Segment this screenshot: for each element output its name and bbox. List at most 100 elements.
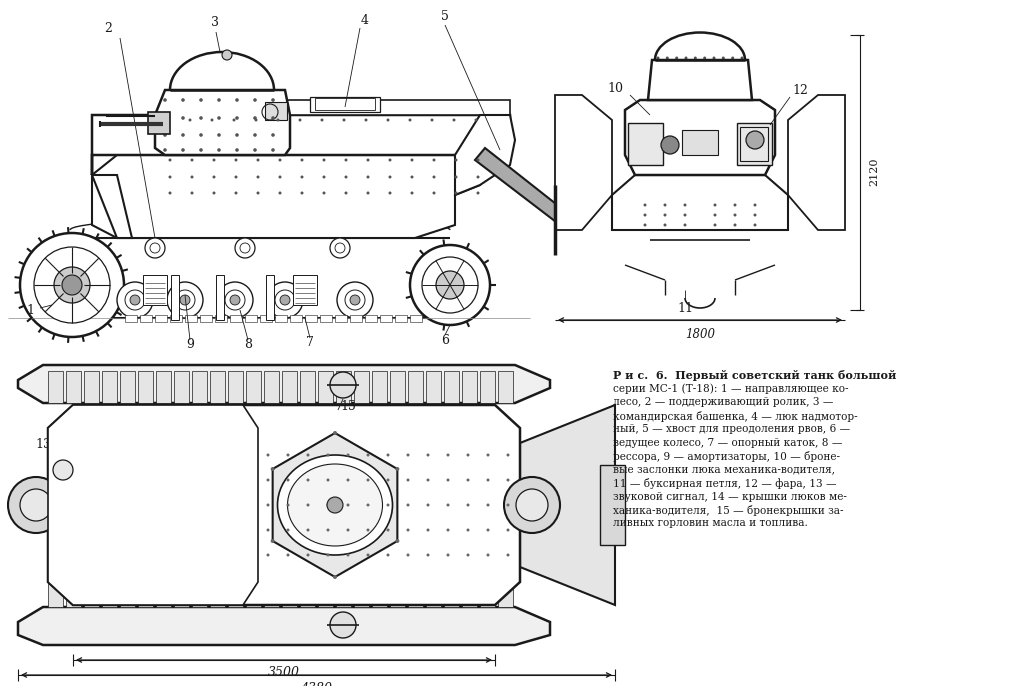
- Circle shape: [713, 56, 716, 60]
- Text: 1: 1: [26, 303, 34, 316]
- Circle shape: [200, 148, 203, 152]
- Circle shape: [705, 80, 708, 84]
- Circle shape: [432, 191, 435, 195]
- Text: 13: 13: [35, 438, 51, 451]
- Polygon shape: [18, 365, 550, 403]
- Circle shape: [300, 176, 303, 178]
- Bar: [216, 275, 224, 320]
- Circle shape: [721, 80, 724, 84]
- Bar: [210, 371, 225, 403]
- Circle shape: [217, 148, 221, 152]
- Circle shape: [683, 224, 686, 226]
- Bar: [275, 315, 287, 322]
- Circle shape: [643, 224, 646, 226]
- Circle shape: [163, 98, 167, 102]
- Circle shape: [643, 213, 646, 217]
- Polygon shape: [272, 433, 397, 577]
- Text: 10: 10: [607, 82, 623, 95]
- Circle shape: [266, 453, 269, 456]
- Text: ведущее колесо, 7 — опорный каток, 8 —: ведущее колесо, 7 — опорный каток, 8 —: [613, 438, 843, 447]
- Circle shape: [188, 119, 191, 121]
- Circle shape: [279, 158, 282, 161]
- Bar: [350, 315, 362, 322]
- Circle shape: [395, 467, 399, 471]
- Circle shape: [446, 554, 450, 556]
- Circle shape: [660, 91, 664, 95]
- Bar: [246, 371, 261, 403]
- Text: ханика-водителя,  15 — бронекрышки за-: ханика-водителя, 15 — бронекрышки за-: [613, 505, 844, 516]
- Circle shape: [346, 528, 349, 532]
- Circle shape: [279, 191, 282, 195]
- Bar: [174, 575, 189, 607]
- Circle shape: [330, 238, 350, 258]
- Circle shape: [446, 453, 450, 456]
- Circle shape: [365, 119, 368, 121]
- Circle shape: [446, 504, 450, 506]
- Bar: [215, 315, 227, 322]
- Text: 8: 8: [244, 338, 252, 351]
- Circle shape: [736, 91, 739, 95]
- Circle shape: [117, 282, 153, 318]
- Circle shape: [327, 504, 330, 506]
- Bar: [354, 575, 369, 607]
- Text: Р и с.  6.  Первый советский танк большой: Р и с. 6. Первый советский танк большой: [613, 370, 896, 381]
- Circle shape: [430, 119, 433, 121]
- Circle shape: [736, 80, 739, 84]
- Bar: [265, 102, 287, 120]
- Bar: [408, 371, 423, 403]
- Polygon shape: [475, 148, 570, 225]
- Bar: [462, 371, 477, 403]
- Circle shape: [299, 119, 301, 121]
- Bar: [426, 575, 441, 607]
- Text: звуковой сигнал, 14 — крышки люков ме-: звуковой сигнал, 14 — крышки люков ме-: [613, 491, 847, 501]
- Circle shape: [327, 554, 330, 556]
- Bar: [138, 371, 153, 403]
- Circle shape: [230, 295, 240, 305]
- Polygon shape: [648, 60, 752, 100]
- Circle shape: [211, 119, 213, 121]
- Circle shape: [350, 295, 360, 305]
- Circle shape: [427, 453, 429, 456]
- Circle shape: [213, 191, 215, 195]
- Circle shape: [271, 116, 274, 120]
- Bar: [300, 371, 315, 403]
- Bar: [266, 275, 274, 320]
- Circle shape: [306, 453, 309, 456]
- Circle shape: [34, 247, 110, 323]
- Circle shape: [232, 119, 236, 121]
- Bar: [156, 371, 171, 403]
- Bar: [319, 315, 332, 322]
- Text: рессора, 9 — амортизаторы, 10 — броне-: рессора, 9 — амортизаторы, 10 — броне-: [613, 451, 840, 462]
- Circle shape: [256, 158, 259, 161]
- Circle shape: [346, 504, 349, 506]
- Circle shape: [507, 554, 510, 556]
- Circle shape: [236, 98, 239, 102]
- Circle shape: [300, 191, 303, 195]
- Bar: [380, 315, 392, 322]
- Polygon shape: [92, 115, 510, 175]
- Circle shape: [721, 71, 724, 73]
- Text: 15: 15: [340, 401, 356, 414]
- Circle shape: [367, 504, 370, 506]
- Text: 11 — буксирная петля, 12 — фара, 13 —: 11 — буксирная петля, 12 — фара, 13 —: [613, 478, 837, 489]
- Circle shape: [692, 71, 695, 73]
- Bar: [120, 575, 135, 607]
- Circle shape: [330, 612, 356, 638]
- Text: 4380: 4380: [300, 681, 332, 686]
- Circle shape: [446, 479, 450, 482]
- Bar: [282, 371, 297, 403]
- Text: 3: 3: [211, 16, 219, 29]
- Circle shape: [507, 504, 510, 506]
- Circle shape: [432, 158, 435, 161]
- Circle shape: [643, 204, 646, 206]
- Bar: [315, 98, 375, 110]
- Bar: [125, 315, 137, 322]
- Circle shape: [213, 176, 215, 178]
- Bar: [354, 371, 369, 403]
- Bar: [140, 315, 152, 322]
- Circle shape: [422, 257, 478, 313]
- Circle shape: [660, 71, 664, 73]
- Circle shape: [407, 479, 410, 482]
- Circle shape: [169, 158, 171, 161]
- Text: 14: 14: [167, 444, 183, 456]
